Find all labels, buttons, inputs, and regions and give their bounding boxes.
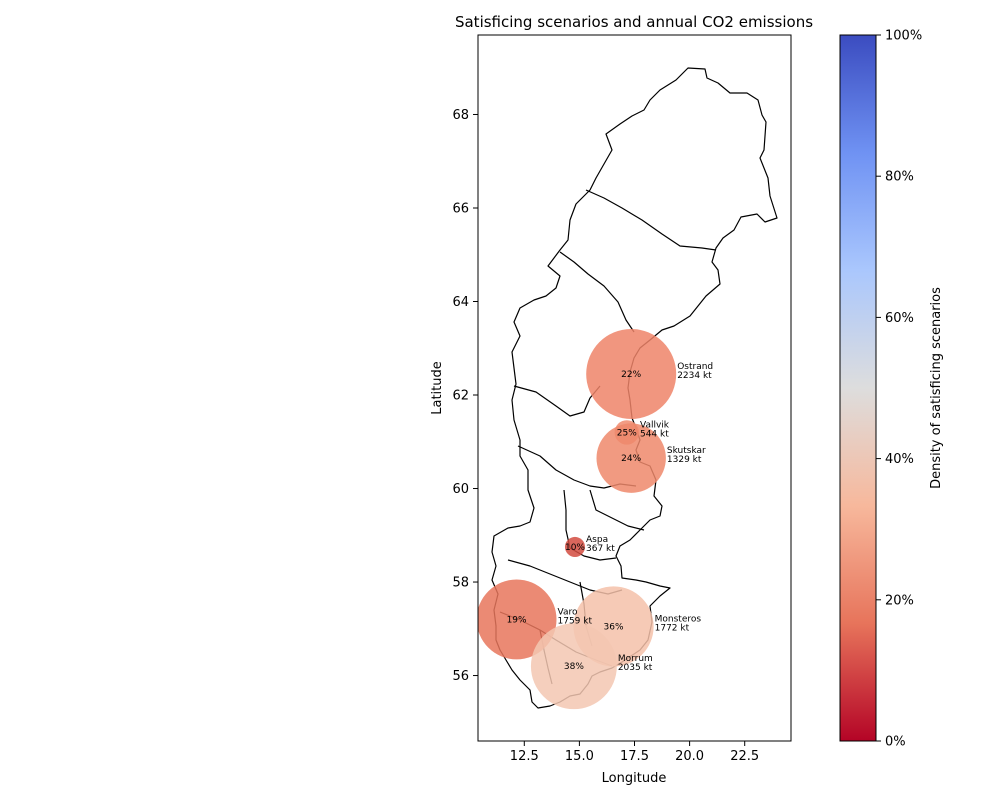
bubble-name-label: Skutskar xyxy=(667,446,706,456)
bubble-name-label: Morrum xyxy=(618,654,653,664)
y-tick-label: 68 xyxy=(452,108,469,123)
bubble-name-label: Aspa xyxy=(586,535,608,545)
county-border-1 xyxy=(585,189,717,251)
bubble-name-label: Monsteros xyxy=(655,614,702,624)
bubble-varo xyxy=(478,579,557,660)
bubble-emissions-label: 2035 kt xyxy=(618,663,653,673)
bubble-emissions-label: 544 kt xyxy=(640,429,669,439)
bubble-aspa xyxy=(564,536,586,557)
y-tick-label: 60 xyxy=(452,482,469,497)
y-tick-label: 62 xyxy=(452,389,469,404)
y-tick-label: 64 xyxy=(452,295,469,310)
bubble-density-label: 36% xyxy=(604,622,624,632)
bubble-density-label: 38% xyxy=(564,662,584,672)
x-tick-label: 15.0 xyxy=(565,749,594,764)
y-axis-label: Latitude xyxy=(430,361,445,415)
bubble-morrum xyxy=(530,623,617,710)
bubble-name-label: Ostrand xyxy=(677,362,713,372)
colorbar-tick-label: 100% xyxy=(885,29,922,44)
bubble-skutskar xyxy=(596,423,666,493)
bubble-emissions-label: 367 kt xyxy=(586,544,615,554)
chart-title: Satisficing scenarios and annual CO2 emi… xyxy=(455,13,813,31)
bubble-ostrand xyxy=(586,328,677,419)
bubble-emissions-label: 1759 kt xyxy=(558,616,593,626)
bubble-name-label: Vallvik xyxy=(640,420,670,430)
bubble-name-label: Varo xyxy=(558,607,578,617)
colorbar-tick-label: 20% xyxy=(885,593,914,608)
county-border-6 xyxy=(589,489,645,531)
county-border-3 xyxy=(513,385,601,417)
bubble-density-label: 25% xyxy=(617,428,637,438)
bubble-emissions-label: 1772 kt xyxy=(655,623,690,633)
bubble-emissions-label: 2234 kt xyxy=(677,371,712,381)
colorbar xyxy=(839,34,877,742)
colorbar-tick-label: 80% xyxy=(885,170,914,185)
x-tick-label: 17.5 xyxy=(620,749,649,764)
x-tick-label: 22.5 xyxy=(730,749,759,764)
bubbles xyxy=(478,328,677,710)
x-axis-label: Longitude xyxy=(602,771,667,786)
bubble-density-label: 10% xyxy=(565,543,585,553)
y-axis: 56 58 60 62 64 66 68 xyxy=(452,108,478,684)
y-tick-label: 66 xyxy=(452,201,469,216)
bubble-density-label: 24% xyxy=(621,454,641,464)
bubble-density-label: 19% xyxy=(507,615,527,625)
colorbar-ticks: 0% 20% 40% 60% 80% 100% xyxy=(876,29,922,750)
colorbar-label: Density of satisficing scenarios xyxy=(929,287,944,489)
y-tick-label: 58 xyxy=(452,576,469,591)
bubble-density-label: 22% xyxy=(621,370,641,380)
x-axis: 12.5 15.0 17.5 20.0 22.5 xyxy=(510,741,759,764)
county-border-2 xyxy=(559,251,635,333)
colorbar-tick-label: 0% xyxy=(885,735,906,750)
colorbar-tick-label: 40% xyxy=(885,452,914,467)
x-tick-label: 20.0 xyxy=(675,749,704,764)
colorbar-tick-label: 60% xyxy=(885,311,914,326)
x-tick-label: 12.5 xyxy=(510,749,539,764)
y-tick-label: 56 xyxy=(452,669,469,684)
bubble-emissions-label: 1329 kt xyxy=(667,455,702,465)
